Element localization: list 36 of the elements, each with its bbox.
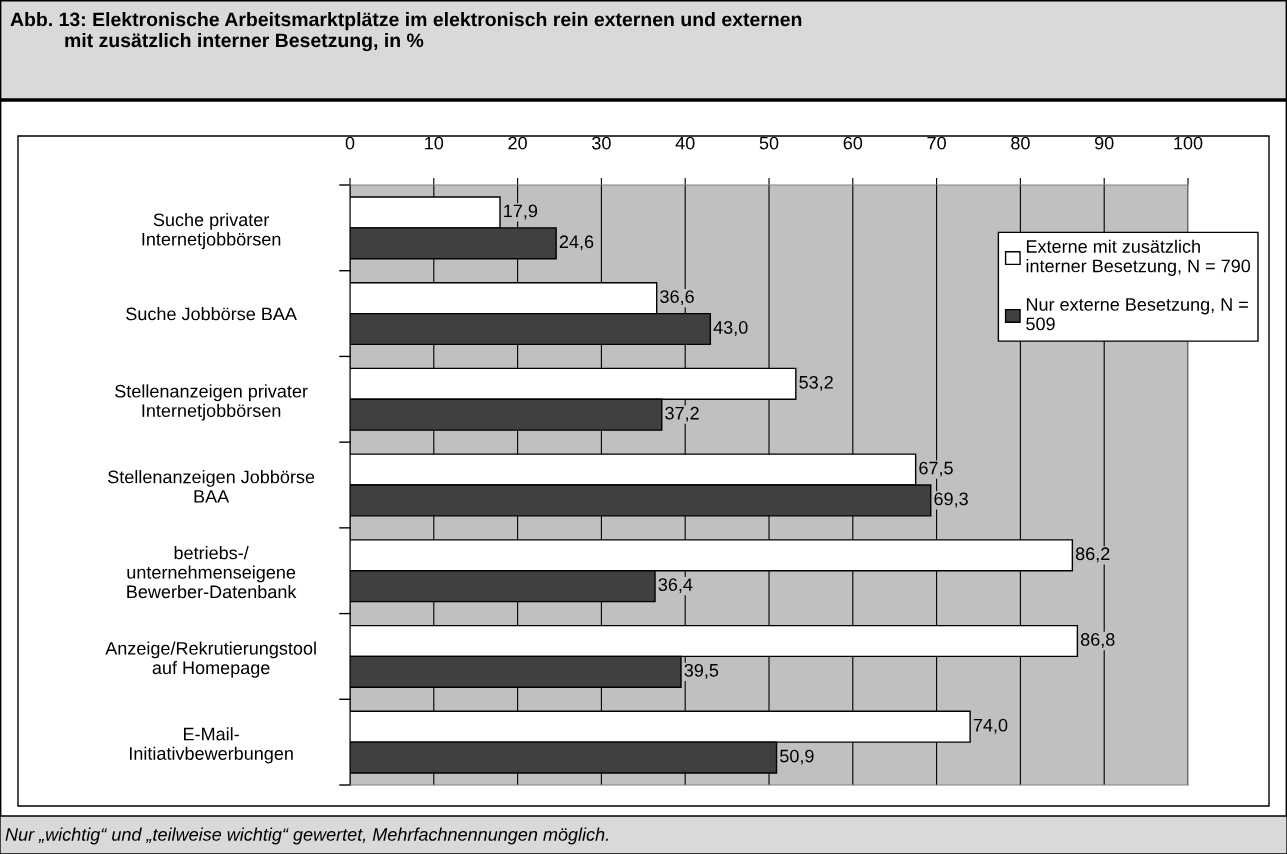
data-label: 74,0 <box>973 718 1008 734</box>
data-label: 53,2 <box>799 375 833 391</box>
data-label: 86,8 <box>1080 633 1115 648</box>
x-tick-label: 0 <box>345 136 355 150</box>
y-tick-label: Suche Jobbörse BAA <box>126 307 297 321</box>
x-tick-label: 30 <box>592 136 611 150</box>
y-tick-label: Stellenanzeigen Jobbörse BAA <box>108 470 315 503</box>
x-tick-label: 20 <box>508 136 527 150</box>
x-tick-label: 70 <box>927 136 946 150</box>
data-label: 67,5 <box>919 461 953 477</box>
y-tick-label: E-Mail- Initiativbewerbungen <box>129 727 293 764</box>
data-label: 36,4 <box>658 578 693 594</box>
text: Nur „wichtig“ und „teilweise wichtig“ gewertet, Mehrfachnennungen möglich. <box>5 827 608 845</box>
x-tick-label: 80 <box>1011 136 1030 150</box>
y-tick-label: betriebs-/ unternehmenseigene Bewerber-Datenbank <box>127 546 297 599</box>
data-label: 37,2 <box>665 406 699 422</box>
x-tick-label: 100 <box>1174 136 1203 150</box>
data-label: 24,6 <box>559 235 594 251</box>
legend-label: Externe mit zusätzlich interner Besetzung, N = 790 <box>1026 239 1251 276</box>
data-label: 36,6 <box>660 290 694 306</box>
y-tick-label: Anzeige/Rekrutierungstool auf Homepage <box>105 641 316 678</box>
legend-label: Nur externe Besetzung, N = 509 <box>1026 298 1248 331</box>
x-tick-label: 50 <box>759 136 779 150</box>
x-tick-label: 90 <box>1095 136 1114 150</box>
x-tick-label: 10 <box>425 136 444 150</box>
x-tick-label: 40 <box>675 136 695 150</box>
data-label: 39,5 <box>684 663 719 679</box>
data-label: 86,2 <box>1075 547 1110 563</box>
x-tick-label: 60 <box>843 136 863 150</box>
y-tick-label: Stellenanzeigen privater Internetjobbörsen <box>115 384 308 421</box>
y-tick-label: Suche privater Internetjobbörsen <box>142 212 281 250</box>
chart-title: Abb. 13: Elektronische Arbeitsmarktplätze im elektronisch rein externen und externen mit zusätzlich interner Besetzung, in % <box>10 12 802 52</box>
data-label: 43,0 <box>713 321 748 336</box>
data-label: 69,3 <box>934 492 968 508</box>
data-label: 50,9 <box>780 749 814 765</box>
data-label: 17,9 <box>504 204 538 220</box>
